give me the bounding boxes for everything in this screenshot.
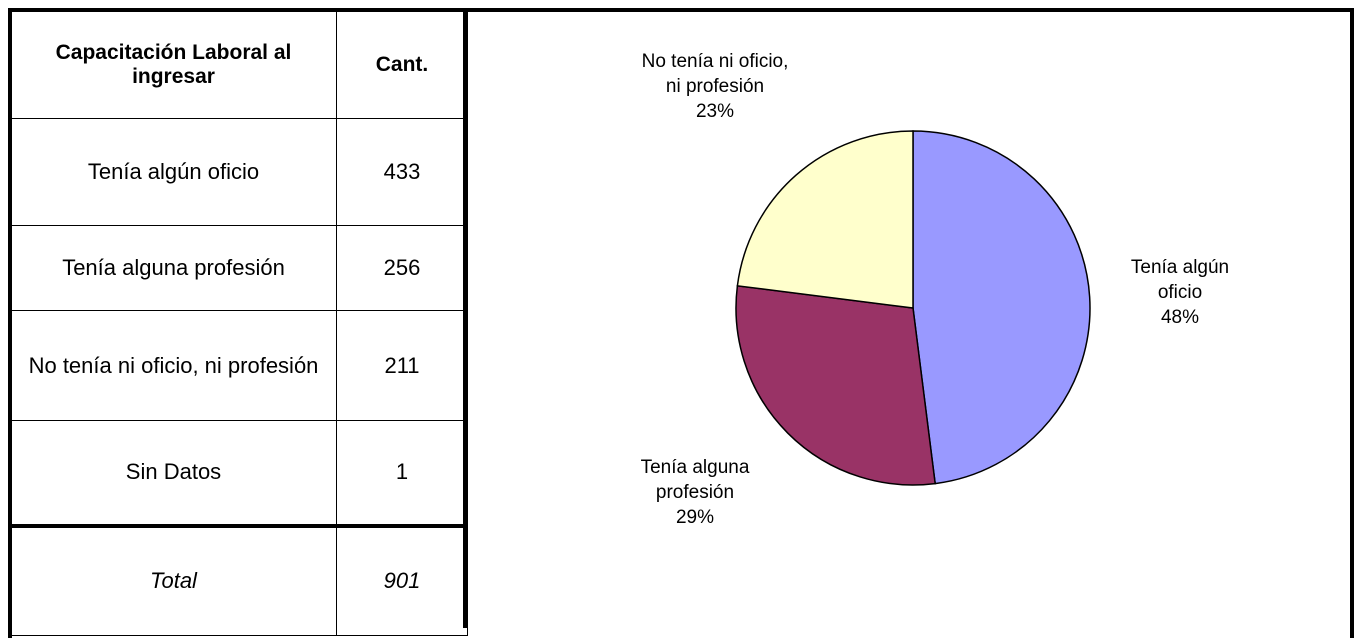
cell: 256 [336, 225, 468, 311]
slice-percent: 48% [1160, 307, 1200, 328]
slice-name: Tenía algún oficio [1130, 257, 1230, 303]
slice-name: Tenía alguna profesión [640, 457, 750, 503]
cell: 901 [336, 523, 468, 636]
data-table: Capacitación Laboral al ingresar Cant. Te… [10, 10, 468, 636]
cell: 1 [336, 420, 468, 526]
cell: Total [10, 523, 337, 636]
pie-slice [736, 130, 914, 309]
header: Capacitación Laboral al ingresar [10, 10, 337, 119]
slice-name: No tenía ni oficio, ni profesión [641, 51, 789, 97]
cell: Sin Datos [10, 420, 337, 526]
cell: 211 [336, 310, 468, 421]
separator [463, 8, 467, 628]
slice-percent: 29% [675, 507, 715, 528]
slice-label: Tenía algún oficio 48% [1110, 255, 1250, 330]
page: Capacitación Laboral al ingresar Cant. Te… [8, 8, 1354, 638]
slice-percent: 23% [695, 101, 735, 122]
pie-chart [735, 130, 1091, 486]
slice-label: No tenía ni oficio, ni profesión 23% [640, 49, 790, 124]
slice-label: Tenía alguna profesión 29% [610, 455, 780, 530]
pie-slice [735, 284, 937, 486]
cell: Tenía algún oficio [10, 118, 337, 226]
pie-slice [912, 130, 1091, 485]
header: Cant. [336, 10, 468, 119]
